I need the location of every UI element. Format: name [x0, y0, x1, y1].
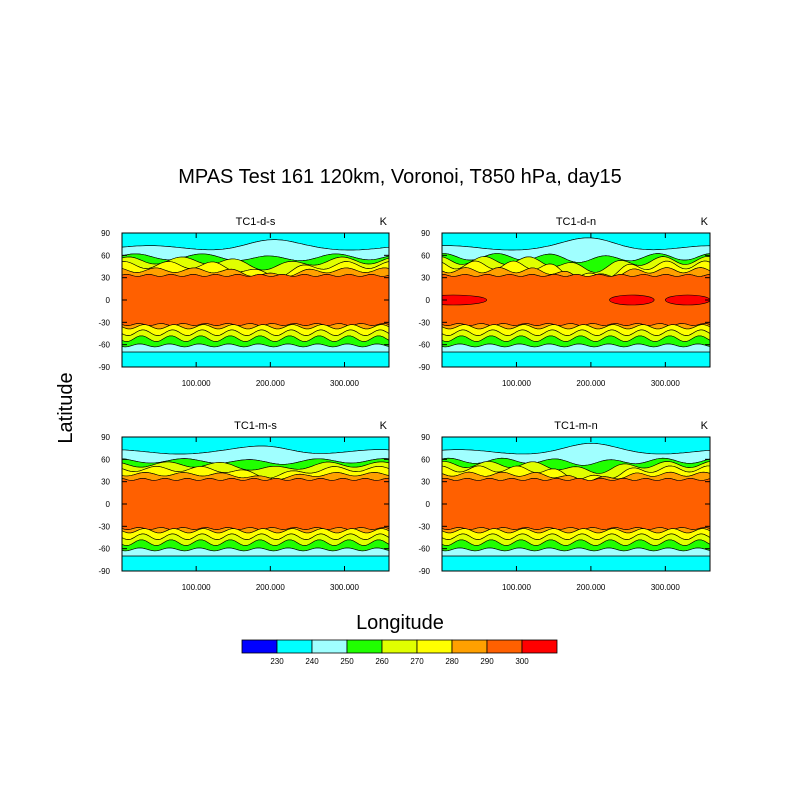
y-tick-label: 0 — [426, 296, 431, 305]
colorbar-label: 260 — [375, 657, 389, 666]
panels-group: TC1-d-s K -90 -60 -30 0 30 60 90 100.000 200.000 30… — [98, 216, 711, 592]
contour-band — [122, 477, 389, 531]
y-tick-label: -30 — [98, 318, 110, 327]
panel-title: TC1-m-s — [234, 420, 277, 432]
x-tick-label: 300.000 — [330, 583, 359, 592]
y-tick-label: -30 — [418, 318, 430, 327]
y-tick-label: 90 — [101, 433, 110, 442]
panel-title: TC1-d-n — [556, 216, 596, 228]
colorbar-label: 280 — [445, 657, 459, 666]
colorbar-box — [416, 639, 453, 654]
colorbar-box — [451, 639, 488, 654]
y-tick-label: -60 — [98, 341, 110, 350]
y-tick-label: -90 — [418, 363, 430, 372]
y-tick-label: 90 — [421, 229, 430, 238]
warm-core-contour — [609, 294, 655, 306]
colorbar-label: 250 — [340, 657, 354, 666]
contour-band — [442, 477, 710, 531]
y-tick-label: -30 — [98, 522, 110, 531]
warm-core-contour — [665, 294, 710, 306]
x-tick-label: 200.000 — [256, 583, 285, 592]
y-tick-label: -60 — [98, 545, 110, 554]
x-tick-label: 200.000 — [576, 583, 605, 592]
x-tick-label: 100.000 — [182, 583, 211, 592]
contour-band — [442, 351, 710, 367]
contour-fill — [122, 437, 389, 571]
colorbar-label: 230 — [270, 657, 284, 666]
y-tick-label: 30 — [421, 274, 430, 283]
y-tick-label: 60 — [421, 455, 430, 464]
y-tick-label: -60 — [418, 341, 430, 350]
y-tick-label: 60 — [101, 251, 110, 260]
colorbar-box — [521, 639, 558, 654]
panel-title: TC1-m-n — [554, 420, 597, 432]
contour-band — [442, 555, 710, 571]
x-tick-label: 100.000 — [502, 583, 531, 592]
y-tick-label: 60 — [101, 455, 110, 464]
y-tick-label: 0 — [106, 500, 111, 509]
x-tick-label: 300.000 — [651, 583, 680, 592]
y-tick-label: 60 — [421, 251, 430, 260]
contour-band — [122, 555, 389, 571]
colorbar-box — [311, 639, 348, 654]
y-tick-label: -30 — [418, 522, 430, 531]
y-tick-label: 90 — [101, 229, 110, 238]
colorbar-box — [346, 639, 383, 654]
panel-TC1-d-n: TC1-d-n K -90 -60 -30 0 30 60 90 100.000 200.000 30… — [418, 216, 711, 388]
contour-band — [122, 273, 389, 327]
colorbar-label: 240 — [305, 657, 319, 666]
contour-fill — [442, 233, 710, 367]
contour-fill — [122, 233, 389, 367]
panel-unit: K — [380, 216, 388, 228]
colorbar-box — [381, 639, 418, 654]
x-axis-label: Longitude — [356, 612, 444, 634]
colorbar-label: 290 — [480, 657, 494, 666]
panel-TC1-m-n: TC1-m-n K -90 -60 -30 0 30 60 90 100.000 200.000 30… — [418, 420, 711, 592]
panel-unit: K — [701, 420, 709, 432]
figure-title: MPAS Test 161 120km, Voronoi, T850 hPa, … — [178, 166, 622, 188]
y-tick-label: -90 — [98, 567, 110, 576]
panel-TC1-d-s: TC1-d-s K -90 -60 -30 0 30 60 90 100.000 200.000 30… — [98, 216, 390, 388]
x-tick-label: 200.000 — [256, 379, 285, 388]
y-tick-label: 0 — [106, 296, 111, 305]
y-axis-label: Latitude — [55, 372, 77, 443]
colorbar-box — [486, 639, 523, 654]
panel-unit: K — [380, 420, 388, 432]
panel-title: TC1-d-s — [236, 216, 276, 228]
panel-unit: K — [701, 216, 709, 228]
y-tick-label: 30 — [101, 478, 110, 487]
colorbar-label: 270 — [410, 657, 424, 666]
x-tick-label: 200.000 — [576, 379, 605, 388]
contour-fill — [442, 437, 710, 571]
colorbar-box — [241, 639, 278, 654]
y-tick-label: -60 — [418, 545, 430, 554]
x-tick-label: 300.000 — [651, 379, 680, 388]
x-tick-label: 300.000 — [330, 379, 359, 388]
colorbar-box — [276, 639, 313, 654]
colorbar-label: 300 — [515, 657, 529, 666]
y-tick-label: -90 — [98, 363, 110, 372]
y-tick-label: 90 — [421, 433, 430, 442]
y-tick-label: 30 — [421, 478, 430, 487]
contour-band — [122, 351, 389, 367]
y-tick-label: 30 — [101, 274, 110, 283]
y-tick-label: 0 — [426, 500, 431, 509]
colorbar: 230 240 250 260 270 280 290 300 — [241, 639, 558, 666]
x-tick-label: 100.000 — [502, 379, 531, 388]
panel-TC1-m-s: TC1-m-s K -90 -60 -30 0 30 60 90 100.000 200.000 30… — [98, 420, 390, 592]
x-tick-label: 100.000 — [182, 379, 211, 388]
y-tick-label: -90 — [418, 567, 430, 576]
warm-core-contour — [442, 294, 487, 306]
